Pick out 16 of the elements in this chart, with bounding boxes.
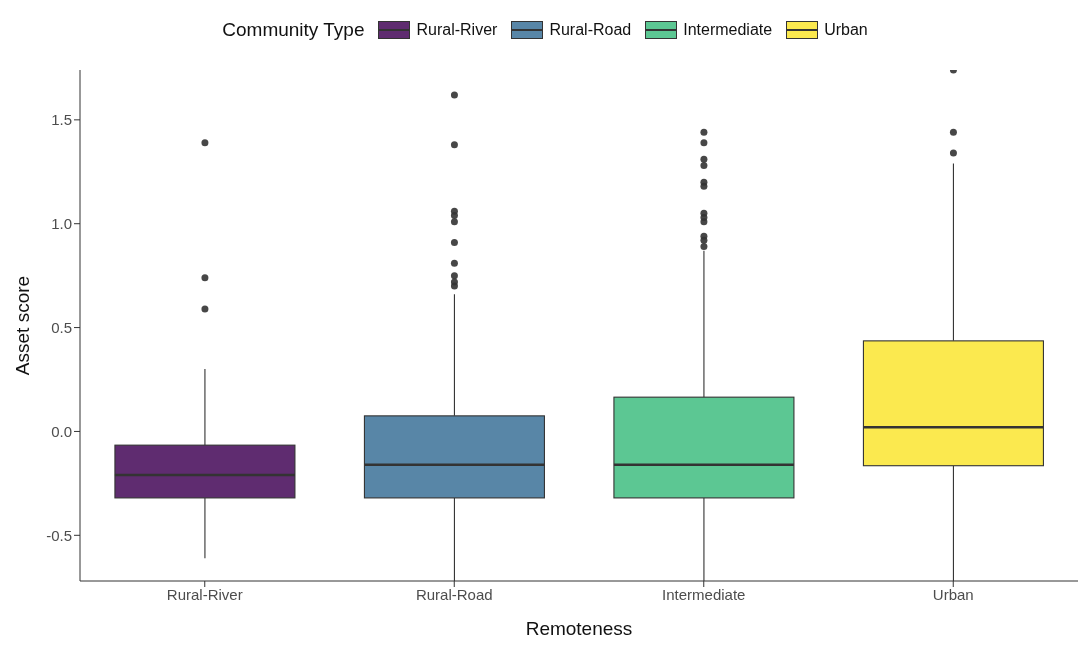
y-tick-label: 0.0 bbox=[51, 422, 72, 440]
legend-label: Rural-Road bbox=[548, 21, 632, 39]
y-tick-label: 1.0 bbox=[51, 215, 72, 233]
y-axis-title: Asset score bbox=[11, 275, 33, 376]
x-tick-label: Urban bbox=[932, 585, 974, 603]
y-tick-label: 0.5 bbox=[51, 318, 72, 336]
legend-label: Rural-River bbox=[415, 21, 498, 39]
x-tick-label: Rural-River bbox=[166, 585, 243, 603]
legend-label: Urban bbox=[823, 21, 868, 39]
x-tick-label: Intermediate bbox=[662, 585, 746, 603]
legend-label: Intermediate bbox=[682, 21, 773, 39]
x-axis-title: Remoteness bbox=[525, 618, 633, 639]
x-tick-label: Rural-Road bbox=[415, 585, 493, 603]
y-tick-label: -0.5 bbox=[46, 526, 72, 544]
y-tick-label: 1.5 bbox=[51, 111, 72, 129]
legend-title: Community Type bbox=[222, 19, 365, 41]
